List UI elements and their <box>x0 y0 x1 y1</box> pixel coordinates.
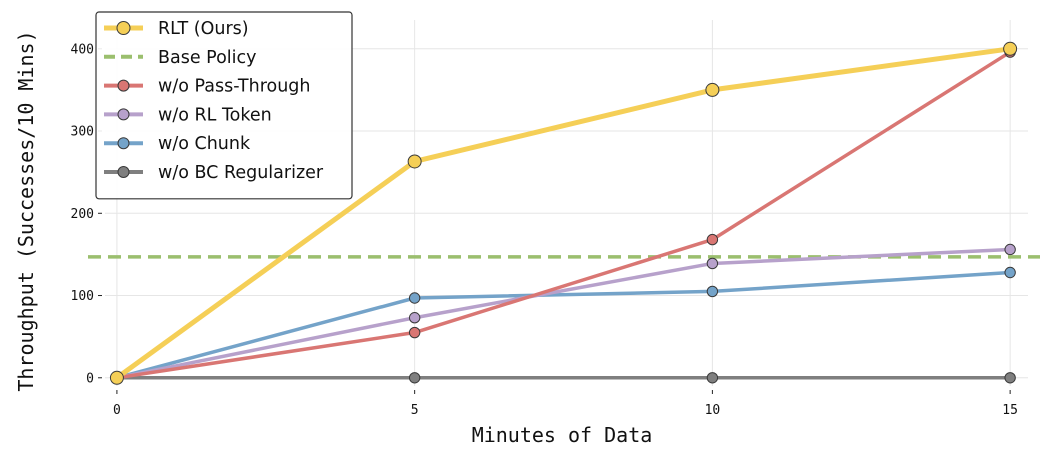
data-point-rlt-ours <box>109 370 124 385</box>
series-line-rlt-ours <box>114 46 1013 381</box>
x-axis-title: Minutes of Data <box>472 423 653 447</box>
y-tick-label: 100 <box>71 289 94 304</box>
legend-marker-rlt-ours <box>116 21 131 35</box>
legend-marker-w-o-chunk <box>117 137 130 150</box>
series-line-w-o-pass-through <box>115 50 1012 380</box>
legend-box <box>95 11 353 200</box>
data-point-rlt-ours <box>1003 41 1018 56</box>
legend-marker-w-o-rl-token <box>117 108 130 121</box>
axis-ticks: 0 100 200 300 400 0 5 10 15 <box>71 42 1018 418</box>
legend-label-w-o-pass-through: w/o Pass-Through <box>158 77 311 97</box>
data-point-w-o-pass-through <box>408 326 421 339</box>
x-tick-label: 10 <box>705 403 721 418</box>
data-point-w-o-rl-token <box>408 312 421 324</box>
data-point-rlt-ours <box>407 154 422 169</box>
legend-label-w-o-rl-token: w/o RL Token <box>158 105 272 125</box>
series-markers <box>109 41 1018 385</box>
x-tick-label: 15 <box>1002 403 1018 418</box>
x-tick-label: 0 <box>113 403 121 418</box>
data-point-w-o-bc-regularizer <box>408 372 421 384</box>
y-axis-title: Throughput (Successes/10 Mins) <box>14 30 38 391</box>
data-point-w-o-chunk <box>1004 266 1016 279</box>
series-line-w-o-chunk <box>115 270 1012 380</box>
legend-marker-w-o-bc-regularizer <box>117 166 130 178</box>
data-point-w-o-bc-regularizer <box>1004 372 1016 384</box>
legend-marker-w-o-pass-through <box>117 79 130 92</box>
legend-label-w-o-chunk: w/o Chunk <box>158 134 251 154</box>
y-tick-label: 0 <box>86 371 94 386</box>
data-point-w-o-bc-regularizer <box>706 372 719 384</box>
data-point-w-o-pass-through <box>706 233 719 246</box>
y-tick-label: 200 <box>71 207 94 222</box>
x-tick-label: 5 <box>411 403 419 418</box>
y-tick-label: 300 <box>71 125 94 140</box>
data-point-w-o-chunk <box>706 285 719 298</box>
series-line-w-o-rl-token <box>115 247 1012 380</box>
series-lines <box>114 46 1013 381</box>
legend-label-rlt-ours: RLT (Ours) <box>158 19 249 39</box>
data-point-w-o-chunk <box>408 292 421 304</box>
legend-label-w-o-bc-regularizer: w/o BC Regularizer <box>158 163 324 183</box>
data-point-w-o-rl-token <box>706 257 719 270</box>
legend: RLT (Ours) Base Policy w/o Pass-Through w/o… <box>95 11 353 200</box>
data-point-rlt-ours <box>705 82 720 97</box>
data-point-w-o-rl-token <box>1004 243 1016 256</box>
legend-label-base-policy: Base Policy <box>158 48 257 68</box>
y-tick-label: 400 <box>71 42 94 57</box>
